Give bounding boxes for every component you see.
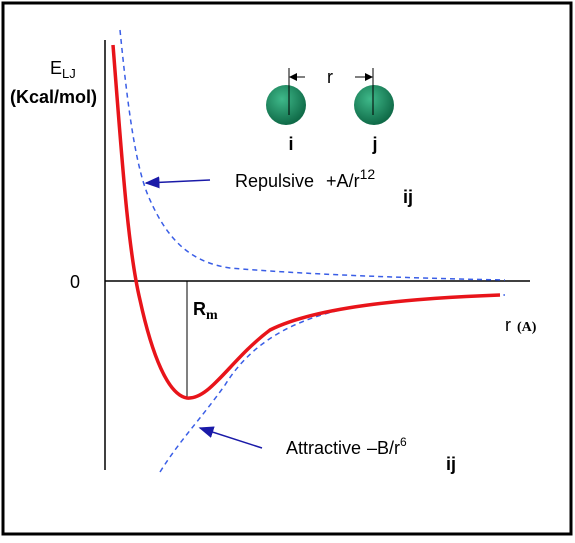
annotation-formula: –B/r	[367, 438, 400, 458]
repulsive-curve	[119, 29, 506, 281]
x-symbol: r	[505, 315, 511, 335]
atom-label: i	[288, 134, 293, 154]
x-label: r (A)	[505, 315, 537, 335]
lj-curve	[111, 44, 501, 400]
rm-subscript: m	[206, 308, 218, 323]
y-subscript: LJ	[62, 66, 76, 81]
annotation-subscript: ij	[446, 454, 456, 474]
y-label: ELJ	[50, 58, 76, 81]
annotation-name: Repulsive	[235, 171, 314, 191]
rm-symbol: R	[193, 299, 206, 319]
annotation: Attractive –B/r6	[286, 435, 407, 458]
annotation-name: Attractive	[286, 438, 361, 458]
atom	[266, 85, 306, 125]
distance-label: r	[327, 67, 333, 87]
annotation-formula: +A/r	[326, 171, 360, 191]
y-symbol: E	[50, 58, 62, 78]
zero-label: 0	[70, 272, 80, 292]
annotation-arrow	[144, 176, 211, 189]
annotation-superscript: 6	[400, 435, 407, 449]
atom	[354, 85, 394, 125]
x-unit: (A)	[517, 320, 537, 335]
attractive-curve	[159, 294, 506, 473]
annotation-subscript: ij	[403, 187, 413, 207]
rm-label: Rm	[193, 299, 218, 323]
annotation-superscript: 12	[360, 166, 376, 182]
annotation: Repulsive +A/r12	[235, 166, 375, 191]
atom-label: j	[371, 134, 377, 154]
y-unit: (Kcal/mol)	[10, 87, 97, 107]
annotation-arrow	[198, 426, 263, 449]
